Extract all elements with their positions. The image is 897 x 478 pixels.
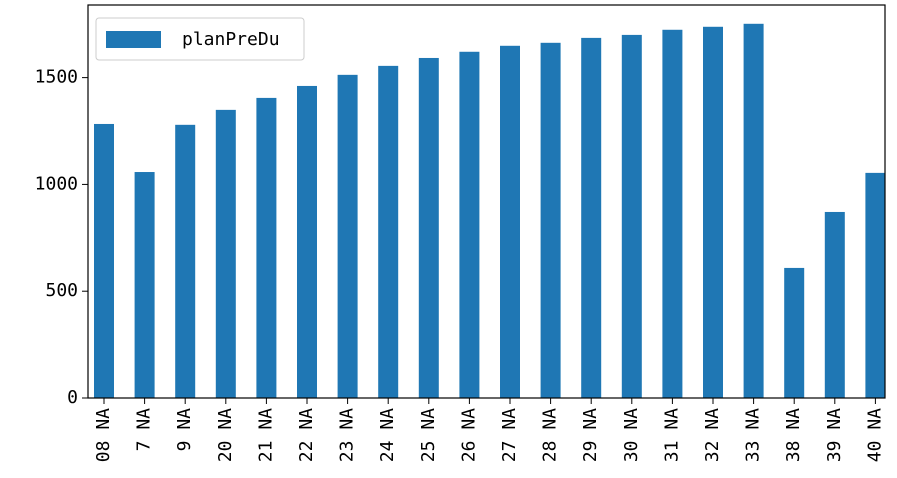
x-tick-label: 9 NA xyxy=(174,408,195,452)
x-tick-label: 23 NA xyxy=(337,408,358,462)
x-tick-label: 21 NA xyxy=(255,408,276,462)
bar xyxy=(418,57,439,398)
bar xyxy=(215,109,236,399)
x-tick-label: 39 NA xyxy=(824,408,845,462)
x-tick-label: 27 NA xyxy=(499,408,520,462)
bar xyxy=(662,29,683,398)
y-tick-label: 1000 xyxy=(35,173,78,194)
x-tick-label: 25 NA xyxy=(418,408,439,462)
x-tick-label: 26 NA xyxy=(458,408,479,462)
x-tick-label: 28 NA xyxy=(540,408,561,462)
bar xyxy=(703,26,723,399)
y-tick-label: 500 xyxy=(45,280,78,301)
x-tick-label: 40 NA xyxy=(864,408,885,462)
bar xyxy=(824,211,845,398)
x-tick-label: 32 NA xyxy=(702,408,723,462)
x-tick-label: 24 NA xyxy=(377,408,398,462)
bar xyxy=(500,45,520,399)
legend-swatch xyxy=(106,31,161,48)
bar xyxy=(378,65,399,398)
bar xyxy=(134,172,155,398)
bar xyxy=(581,37,602,398)
bar xyxy=(743,23,764,398)
x-tick-label: 7 NA xyxy=(134,408,155,452)
bar xyxy=(94,123,114,399)
x-tick-label: 22 NA xyxy=(296,408,317,462)
bar xyxy=(784,267,805,398)
y-tick-label: 1500 xyxy=(35,67,78,88)
bar xyxy=(175,124,196,399)
y-tick-label: 0 xyxy=(67,387,78,408)
bar xyxy=(459,51,480,398)
bar xyxy=(256,97,277,398)
x-tick-label: 38 NA xyxy=(783,408,804,462)
x-tick-label: 33 NA xyxy=(743,408,764,462)
x-tick-label: 20 NA xyxy=(215,408,236,462)
bar xyxy=(865,172,886,398)
legend-box xyxy=(95,17,305,61)
bar xyxy=(337,74,358,399)
x-tick-label: 30 NA xyxy=(621,408,642,462)
x-tick-label: 08 NA xyxy=(93,408,114,462)
bar xyxy=(297,85,317,398)
legend-label: planPreDu xyxy=(182,29,280,50)
bar xyxy=(540,42,561,398)
bar xyxy=(621,34,642,399)
x-tick-label: 29 NA xyxy=(580,408,601,462)
axes-frame xyxy=(87,4,886,399)
legend: planPreDu xyxy=(95,17,305,61)
x-tick-label: 31 NA xyxy=(661,408,682,462)
